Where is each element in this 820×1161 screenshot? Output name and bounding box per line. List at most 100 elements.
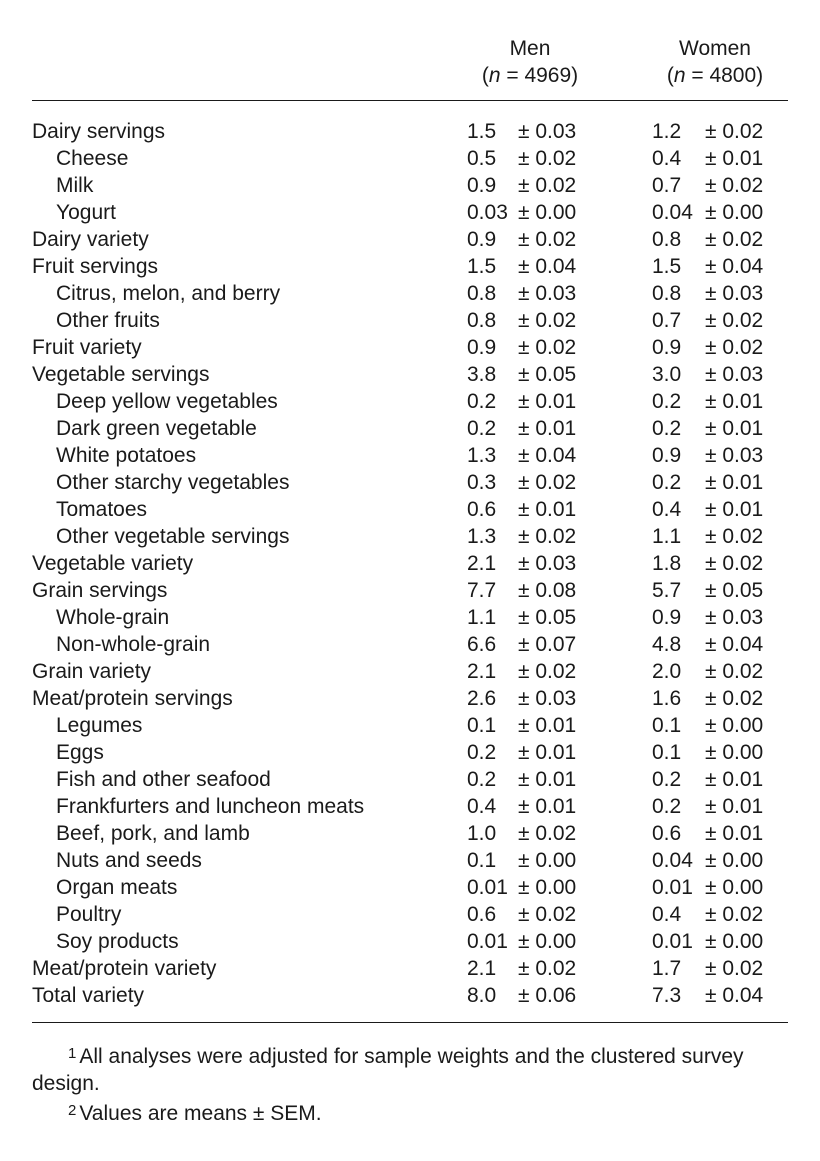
row-label: Tomatoes: [56, 498, 148, 521]
men-sem: ± 0.02: [518, 903, 577, 926]
women-mean: 0.4: [652, 903, 682, 926]
men-mean: 0.3: [467, 471, 497, 494]
women-sem: ± 0.01: [705, 417, 764, 440]
men-sem: ± 0.02: [518, 336, 577, 359]
women-mean: 0.1: [652, 741, 682, 764]
women-mean: 0.1: [652, 714, 682, 737]
men-sem: ± 0.05: [518, 363, 577, 386]
table-row: Cheese 0.5 ± 0.02 0.4 ± 0.01: [0, 145, 820, 172]
women-mean: 0.2: [652, 390, 682, 413]
footer-rule: [32, 1022, 788, 1023]
women-mean: 0.01: [652, 876, 693, 899]
women-sem: ± 0.02: [705, 525, 764, 548]
table-row: Non-whole-grain 6.6 ± 0.07 4.8 ± 0.04: [0, 631, 820, 658]
footnote-text: Values are means ± SEM.: [79, 1102, 322, 1125]
row-label: Other starchy vegetables: [56, 471, 290, 494]
men-mean: 1.1: [467, 606, 497, 629]
men-sem: ± 0.02: [518, 525, 577, 548]
men-mean: 0.9: [467, 174, 497, 197]
table-row: Fruit variety 0.9 ± 0.02 0.9 ± 0.02: [0, 334, 820, 361]
women-sem: ± 0.00: [705, 849, 764, 872]
women-sem: ± 0.02: [705, 957, 764, 980]
women-mean: 0.01: [652, 930, 693, 953]
column-header-men-n: (n = 4969): [481, 64, 579, 87]
table-row: Nuts and seeds 0.1 ± 0.00 0.04 ± 0.00: [0, 847, 820, 874]
men-mean: 1.0: [467, 822, 497, 845]
men-mean: 2.1: [467, 552, 497, 575]
row-label: Nuts and seeds: [56, 849, 202, 872]
row-label: Vegetable variety: [32, 552, 194, 575]
men-sem: ± 0.02: [518, 228, 577, 251]
table-row: Organ meats 0.01 ± 0.00 0.01 ± 0.00: [0, 874, 820, 901]
women-sem: ± 0.01: [705, 390, 764, 413]
table-row: Deep yellow vegetables 0.2 ± 0.01 0.2 ± 0.01: [0, 388, 820, 415]
women-mean: 1.7: [652, 957, 682, 980]
men-sem: ± 0.00: [518, 930, 577, 953]
men-mean: 7.7: [467, 579, 497, 602]
men-mean: 0.2: [467, 417, 497, 440]
men-sem: ± 0.01: [518, 417, 577, 440]
men-sem: ± 0.03: [518, 282, 577, 305]
men-mean: 0.2: [467, 741, 497, 764]
women-n-symbol: n: [673, 64, 686, 87]
women-mean: 0.9: [652, 606, 682, 629]
women-sem: ± 0.03: [705, 606, 764, 629]
women-sem: ± 0.02: [705, 120, 764, 143]
footnote-marker: 2: [68, 1102, 77, 1119]
row-label: Legumes: [56, 714, 143, 737]
men-mean: 0.1: [467, 714, 497, 737]
table-row: Legumes 0.1 ± 0.01 0.1 ± 0.00: [0, 712, 820, 739]
men-mean: 0.5: [467, 147, 497, 170]
table-row: Dark green vegetable 0.2 ± 0.01 0.2 ± 0.01: [0, 415, 820, 442]
table-row: Whole-grain 1.1 ± 0.05 0.9 ± 0.03: [0, 604, 820, 631]
men-mean: 0.9: [467, 228, 497, 251]
row-label: Organ meats: [56, 876, 178, 899]
footnotes: 1 All analyses were adjusted for sample w…: [32, 1040, 792, 1127]
men-sem: ± 0.01: [518, 714, 577, 737]
women-sem: ± 0.02: [705, 228, 764, 251]
men-mean: 2.1: [467, 957, 497, 980]
women-sem: ± 0.01: [705, 498, 764, 521]
table-row: Tomatoes 0.6 ± 0.01 0.4 ± 0.01: [0, 496, 820, 523]
row-label: Non-whole-grain: [56, 633, 211, 656]
women-mean: 0.04: [652, 201, 693, 224]
women-mean: 1.5: [652, 255, 682, 278]
women-sem: ± 0.01: [705, 147, 764, 170]
table-row: Meat/protein servings 2.6 ± 0.03 1.6 ± 0.02: [0, 685, 820, 712]
footnote-2: 2 Values are means ± SEM.: [32, 1097, 792, 1127]
row-label: Other vegetable servings: [56, 525, 290, 548]
women-mean: 0.6: [652, 822, 682, 845]
women-mean: 0.2: [652, 471, 682, 494]
men-sem: ± 0.01: [518, 390, 577, 413]
women-mean: 5.7: [652, 579, 682, 602]
men-n-symbol: n: [488, 64, 501, 87]
men-mean: 0.9: [467, 336, 497, 359]
women-mean: 0.2: [652, 417, 682, 440]
women-mean: 0.9: [652, 444, 682, 467]
men-mean: 1.5: [467, 120, 497, 143]
men-mean: 0.6: [467, 498, 497, 521]
men-sem: ± 0.07: [518, 633, 577, 656]
women-sem: ± 0.02: [705, 660, 764, 683]
row-label: Cheese: [56, 147, 129, 170]
women-sem: ± 0.05: [705, 579, 764, 602]
men-sem: ± 0.01: [518, 498, 577, 521]
table-row: Dairy variety 0.9 ± 0.02 0.8 ± 0.02: [0, 226, 820, 253]
men-n-value: = 4969): [500, 64, 579, 87]
women-mean: 7.3: [652, 984, 682, 1007]
table-row: Other fruits 0.8 ± 0.02 0.7 ± 0.02: [0, 307, 820, 334]
men-mean: 3.8: [467, 363, 497, 386]
men-mean: 0.4: [467, 795, 497, 818]
men-sem: ± 0.00: [518, 201, 577, 224]
row-label: Poultry: [56, 903, 122, 926]
men-sem: ± 0.02: [518, 309, 577, 332]
women-mean: 0.8: [652, 282, 682, 305]
row-label: Fruit servings: [32, 255, 159, 278]
women-sem: ± 0.04: [705, 633, 764, 656]
table-row: Eggs 0.2 ± 0.01 0.1 ± 0.00: [0, 739, 820, 766]
women-sem: ± 0.02: [705, 687, 764, 710]
row-label: Total variety: [32, 984, 145, 1007]
column-header-men: Men (n = 4969): [455, 35, 605, 89]
women-mean: 0.7: [652, 174, 682, 197]
